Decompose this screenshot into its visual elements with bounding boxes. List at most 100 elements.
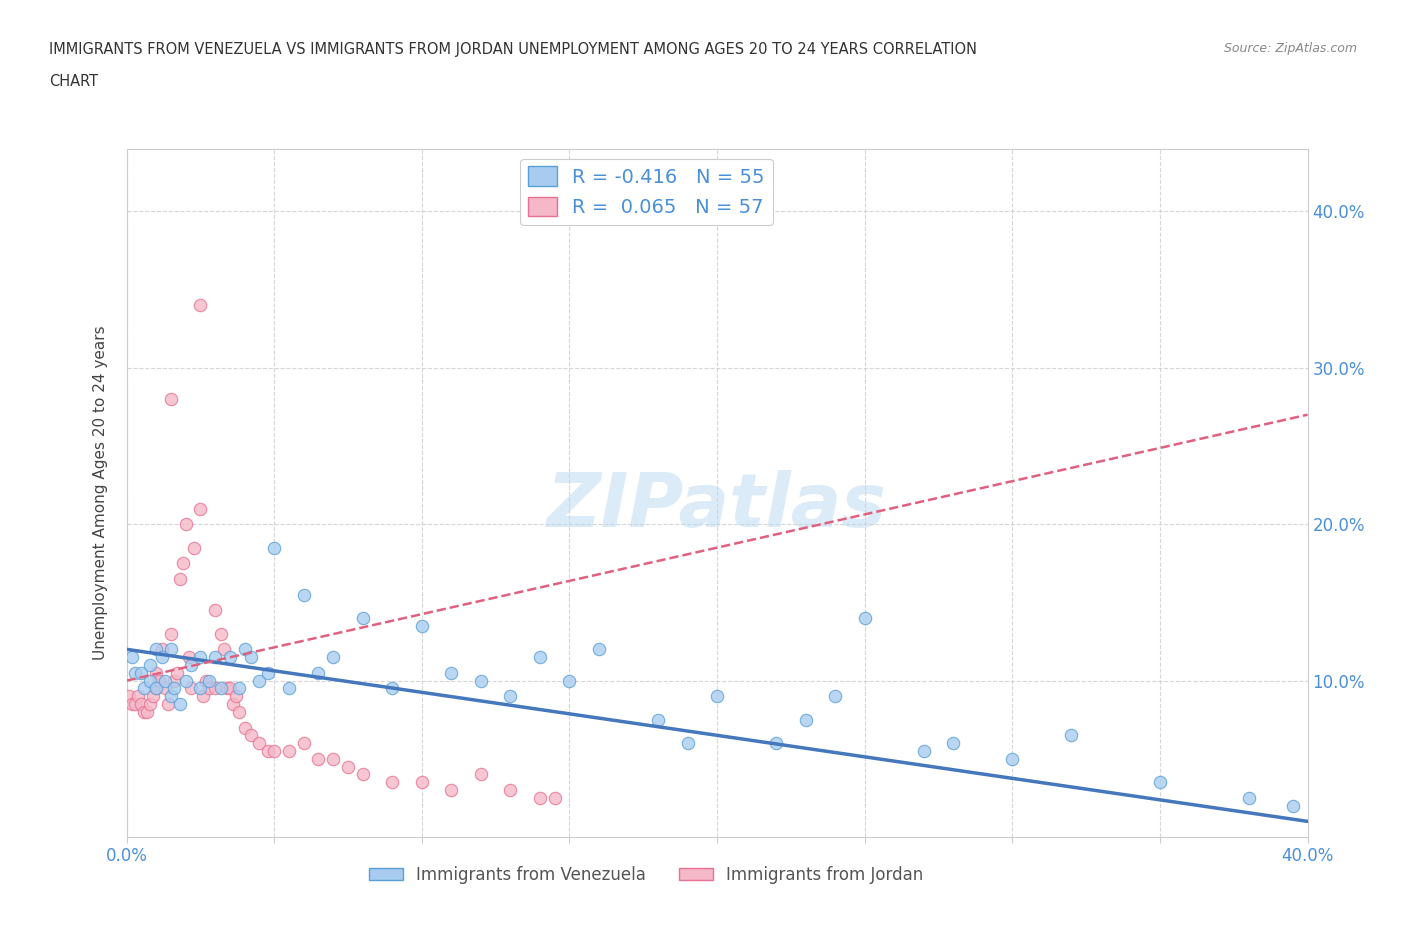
Point	[588, 642, 610, 657]
Point	[145, 681, 167, 696]
Legend: Immigrants from Venezuela, Immigrants from Jordan: Immigrants from Venezuela, Immigrants fr…	[363, 859, 929, 891]
Point	[153, 681, 176, 696]
Point	[381, 681, 404, 696]
Text: Source: ZipAtlas.com: Source: ZipAtlas.com	[1223, 42, 1357, 55]
Point	[159, 642, 183, 657]
Point	[159, 689, 183, 704]
Point	[209, 681, 232, 696]
Point	[215, 681, 238, 696]
Point	[228, 681, 250, 696]
Point	[247, 673, 270, 688]
Point	[198, 681, 221, 696]
Point	[411, 775, 433, 790]
Point	[180, 658, 202, 672]
Point	[257, 665, 280, 680]
Point	[139, 673, 162, 688]
Point	[124, 665, 146, 680]
Point	[166, 665, 188, 680]
Point	[142, 689, 165, 704]
Point	[942, 736, 965, 751]
Point	[411, 618, 433, 633]
Point	[177, 650, 200, 665]
Point	[228, 704, 250, 719]
Point	[174, 517, 197, 532]
Point	[195, 673, 218, 688]
Point	[163, 681, 186, 696]
Point	[180, 681, 202, 696]
Point	[204, 650, 226, 665]
Point	[1149, 775, 1171, 790]
Point	[174, 673, 197, 688]
Point	[381, 775, 404, 790]
Point	[322, 751, 344, 766]
Point	[499, 689, 522, 704]
Point	[824, 689, 846, 704]
Point	[239, 728, 262, 743]
Point	[543, 790, 565, 805]
Point	[148, 673, 170, 688]
Point	[263, 744, 285, 759]
Point	[209, 626, 232, 641]
Point	[352, 767, 374, 782]
Point	[239, 650, 262, 665]
Point	[163, 673, 186, 688]
Text: CHART: CHART	[49, 74, 98, 89]
Point	[278, 681, 301, 696]
Point	[558, 673, 581, 688]
Point	[233, 720, 256, 735]
Point	[193, 689, 215, 704]
Point	[145, 642, 167, 657]
Point	[219, 681, 242, 696]
Text: ZIPatlas: ZIPatlas	[547, 471, 887, 543]
Point	[257, 744, 280, 759]
Point	[129, 697, 153, 711]
Point	[794, 712, 817, 727]
Point	[183, 540, 205, 555]
Point	[129, 665, 153, 680]
Point	[127, 689, 149, 704]
Point	[440, 665, 463, 680]
Point	[118, 689, 141, 704]
Point	[440, 783, 463, 798]
Point	[352, 611, 374, 626]
Point	[706, 689, 728, 704]
Point	[912, 744, 935, 759]
Point	[529, 650, 551, 665]
Point	[172, 556, 194, 571]
Point	[470, 673, 492, 688]
Point	[1001, 751, 1024, 766]
Point	[136, 704, 159, 719]
Point	[188, 650, 211, 665]
Point	[499, 783, 522, 798]
Text: IMMIGRANTS FROM VENEZUELA VS IMMIGRANTS FROM JORDAN UNEMPLOYMENT AMONG AGES 20 T: IMMIGRANTS FROM VENEZUELA VS IMMIGRANTS …	[49, 42, 977, 57]
Point	[150, 650, 173, 665]
Point	[225, 689, 247, 704]
Point	[263, 540, 285, 555]
Point	[134, 704, 156, 719]
Y-axis label: Unemployment Among Ages 20 to 24 years: Unemployment Among Ages 20 to 24 years	[93, 326, 108, 660]
Point	[145, 665, 167, 680]
Point	[470, 767, 492, 782]
Point	[169, 697, 191, 711]
Point	[159, 392, 183, 406]
Point	[1282, 798, 1305, 813]
Point	[188, 681, 211, 696]
Point	[1237, 790, 1260, 805]
Point	[124, 697, 146, 711]
Point	[529, 790, 551, 805]
Point	[292, 736, 315, 751]
Point	[153, 673, 176, 688]
Point	[278, 744, 301, 759]
Point	[222, 697, 245, 711]
Point	[198, 673, 221, 688]
Point	[307, 665, 329, 680]
Point	[1060, 728, 1083, 743]
Point	[322, 650, 344, 665]
Point	[292, 587, 315, 602]
Point	[212, 642, 235, 657]
Point	[188, 298, 211, 312]
Point	[204, 681, 226, 696]
Point	[647, 712, 669, 727]
Point	[134, 681, 156, 696]
Point	[156, 697, 179, 711]
